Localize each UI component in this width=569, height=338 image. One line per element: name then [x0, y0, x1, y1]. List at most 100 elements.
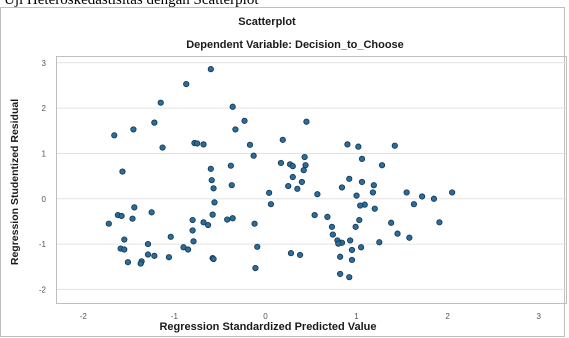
y-tick-label: 2 — [42, 104, 47, 113]
data-point — [124, 259, 132, 266]
data-point — [279, 136, 286, 143]
x-tick-label: 2 — [445, 312, 450, 321]
data-point — [207, 66, 214, 73]
data-point — [449, 189, 456, 196]
plot-area-frame — [56, 56, 567, 304]
data-point — [267, 201, 275, 208]
data-point — [111, 132, 118, 139]
data-point — [378, 162, 386, 169]
data-point — [209, 211, 216, 218]
data-point — [252, 265, 259, 272]
data-point — [406, 234, 413, 241]
data-point — [348, 246, 356, 254]
data-point — [357, 244, 365, 251]
x-axis-ticks: -2 -1 0 1 2 3 — [80, 312, 542, 321]
data-point — [266, 189, 273, 196]
y-tick-label: -1 — [39, 240, 47, 249]
data-point — [204, 221, 212, 229]
data-point — [165, 254, 173, 261]
chart-outer-border — [0, 7, 565, 337]
data-point — [287, 250, 295, 257]
data-point — [296, 251, 304, 259]
x-tick-label: -1 — [171, 312, 179, 321]
data-point — [388, 219, 395, 226]
data-point — [403, 189, 410, 196]
y-tick-label: 0 — [42, 195, 47, 204]
y-axis-ticks: -2 -1 0 1 2 3 — [39, 59, 47, 295]
data-point — [337, 253, 344, 260]
data-point — [370, 182, 377, 189]
data-point — [303, 118, 310, 125]
data-point — [254, 243, 261, 250]
data-point — [357, 202, 364, 209]
data-point — [246, 141, 254, 148]
data-point — [137, 260, 144, 267]
data-point — [208, 177, 215, 184]
data-point — [346, 274, 353, 281]
data-point — [148, 209, 155, 216]
figure-caption: Uji Heteroskedastisitas dengan Scatterpl… — [4, 0, 259, 8]
data-point — [119, 168, 126, 175]
data-point — [190, 238, 197, 245]
data-point — [200, 141, 207, 148]
data-point — [189, 227, 196, 234]
data-point — [338, 184, 346, 191]
data-point — [251, 220, 258, 227]
data-point — [358, 178, 366, 186]
data-point — [346, 175, 353, 182]
data-point — [410, 201, 418, 208]
data-point — [105, 220, 112, 227]
data-point — [344, 141, 351, 148]
data-point — [337, 270, 344, 278]
data-point — [371, 205, 378, 212]
y-tick-label: 3 — [42, 59, 47, 68]
data-point — [130, 126, 137, 133]
data-point — [356, 216, 363, 224]
data-point — [194, 140, 201, 147]
data-point — [184, 246, 192, 253]
x-tick-label: 3 — [536, 312, 541, 321]
data-point — [229, 103, 236, 110]
data-point — [144, 240, 152, 248]
scatterplot-panel: Scatterplot Dependent Variable: Decision… — [0, 7, 569, 338]
data-point — [347, 237, 354, 244]
data-point — [151, 252, 158, 259]
chart-title: Scatterplot — [238, 16, 296, 28]
data-point — [294, 185, 301, 192]
data-point — [289, 163, 296, 170]
data-point — [328, 223, 336, 230]
data-point — [228, 182, 235, 189]
data-point — [419, 193, 426, 200]
data-point — [189, 216, 196, 224]
data-point — [329, 231, 336, 238]
data-point — [151, 119, 158, 126]
data-point — [250, 152, 257, 159]
data-point — [298, 178, 305, 186]
data-point — [121, 246, 128, 253]
data-point — [369, 189, 377, 196]
data-point — [211, 199, 218, 206]
scatterplot-chart: Scatterplot Dependent Variable: Decision… — [0, 7, 569, 338]
y-axis-label: Regression Studentized Residual — [9, 99, 21, 265]
data-point — [229, 215, 236, 222]
data-point — [358, 155, 366, 162]
data-point — [311, 211, 318, 219]
data-point — [436, 219, 443, 226]
data-point — [227, 162, 234, 169]
data-point — [277, 159, 285, 167]
x-tick-label: -2 — [80, 312, 88, 321]
x-tick-label: 1 — [354, 312, 359, 321]
data-point — [353, 192, 360, 199]
data-point — [352, 223, 359, 230]
data-point — [210, 255, 217, 263]
data-point — [159, 144, 166, 151]
data-point — [118, 212, 125, 220]
data-point — [129, 215, 136, 222]
data-point — [157, 99, 164, 106]
gridlines — [56, 62, 566, 290]
data-point — [430, 195, 438, 202]
data-point — [300, 167, 307, 174]
data-point — [232, 126, 239, 133]
data-point — [355, 143, 362, 150]
data-point — [131, 204, 138, 211]
